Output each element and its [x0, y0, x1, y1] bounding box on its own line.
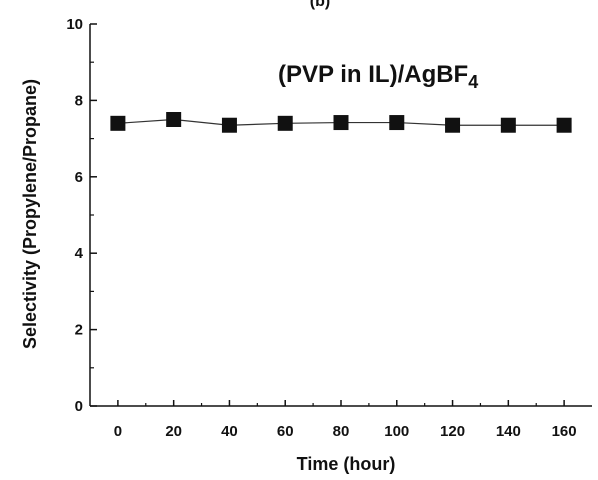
y-tick-label: 2: [75, 322, 83, 339]
y-axis-label: Selectivity (Propylene/Propane): [20, 79, 40, 349]
chart-annotation: (PVP in IL)/AgBF4: [278, 61, 478, 92]
data-point: [389, 115, 405, 131]
y-ticks: 0 2 4 6 8 10: [66, 16, 97, 415]
x-tick-label: 120: [440, 423, 465, 440]
x-tick-label: 140: [496, 423, 521, 440]
x-ticks: 0 20 40 60 80 100 120 140 160: [114, 400, 577, 440]
annotation-subscript: 4: [468, 72, 478, 92]
x-axis-label: Time (hour): [297, 454, 396, 474]
y-tick-label: 0: [75, 398, 83, 415]
plot-area: 0 2 4 6 8 10 0 20 40 60 80 100 120 140 160: [66, 16, 592, 440]
data-point: [445, 117, 461, 133]
x-tick-label: 160: [552, 423, 577, 440]
data-points: [110, 112, 572, 133]
data-point: [166, 112, 182, 127]
y-tick-label: 6: [75, 169, 83, 186]
data-point: [110, 115, 126, 131]
x-tick-label: 40: [221, 423, 238, 440]
x-tick-label: 80: [333, 423, 350, 440]
x-tick-label: 20: [165, 423, 182, 440]
x-tick-label: 60: [277, 423, 294, 440]
annotation-main: (PVP in IL)/AgBF: [278, 61, 468, 88]
y-tick-label: 10: [66, 16, 83, 33]
data-point: [500, 117, 516, 133]
y-tick-label: 8: [75, 92, 83, 109]
y-tick-label: 4: [75, 245, 84, 262]
x-tick-label: 0: [114, 423, 122, 440]
data-point: [556, 117, 572, 133]
data-point: [333, 115, 349, 131]
chart-title: (b): [310, 0, 330, 10]
x-tick-label: 100: [384, 423, 409, 440]
data-point: [221, 117, 237, 133]
data-point: [277, 115, 293, 131]
